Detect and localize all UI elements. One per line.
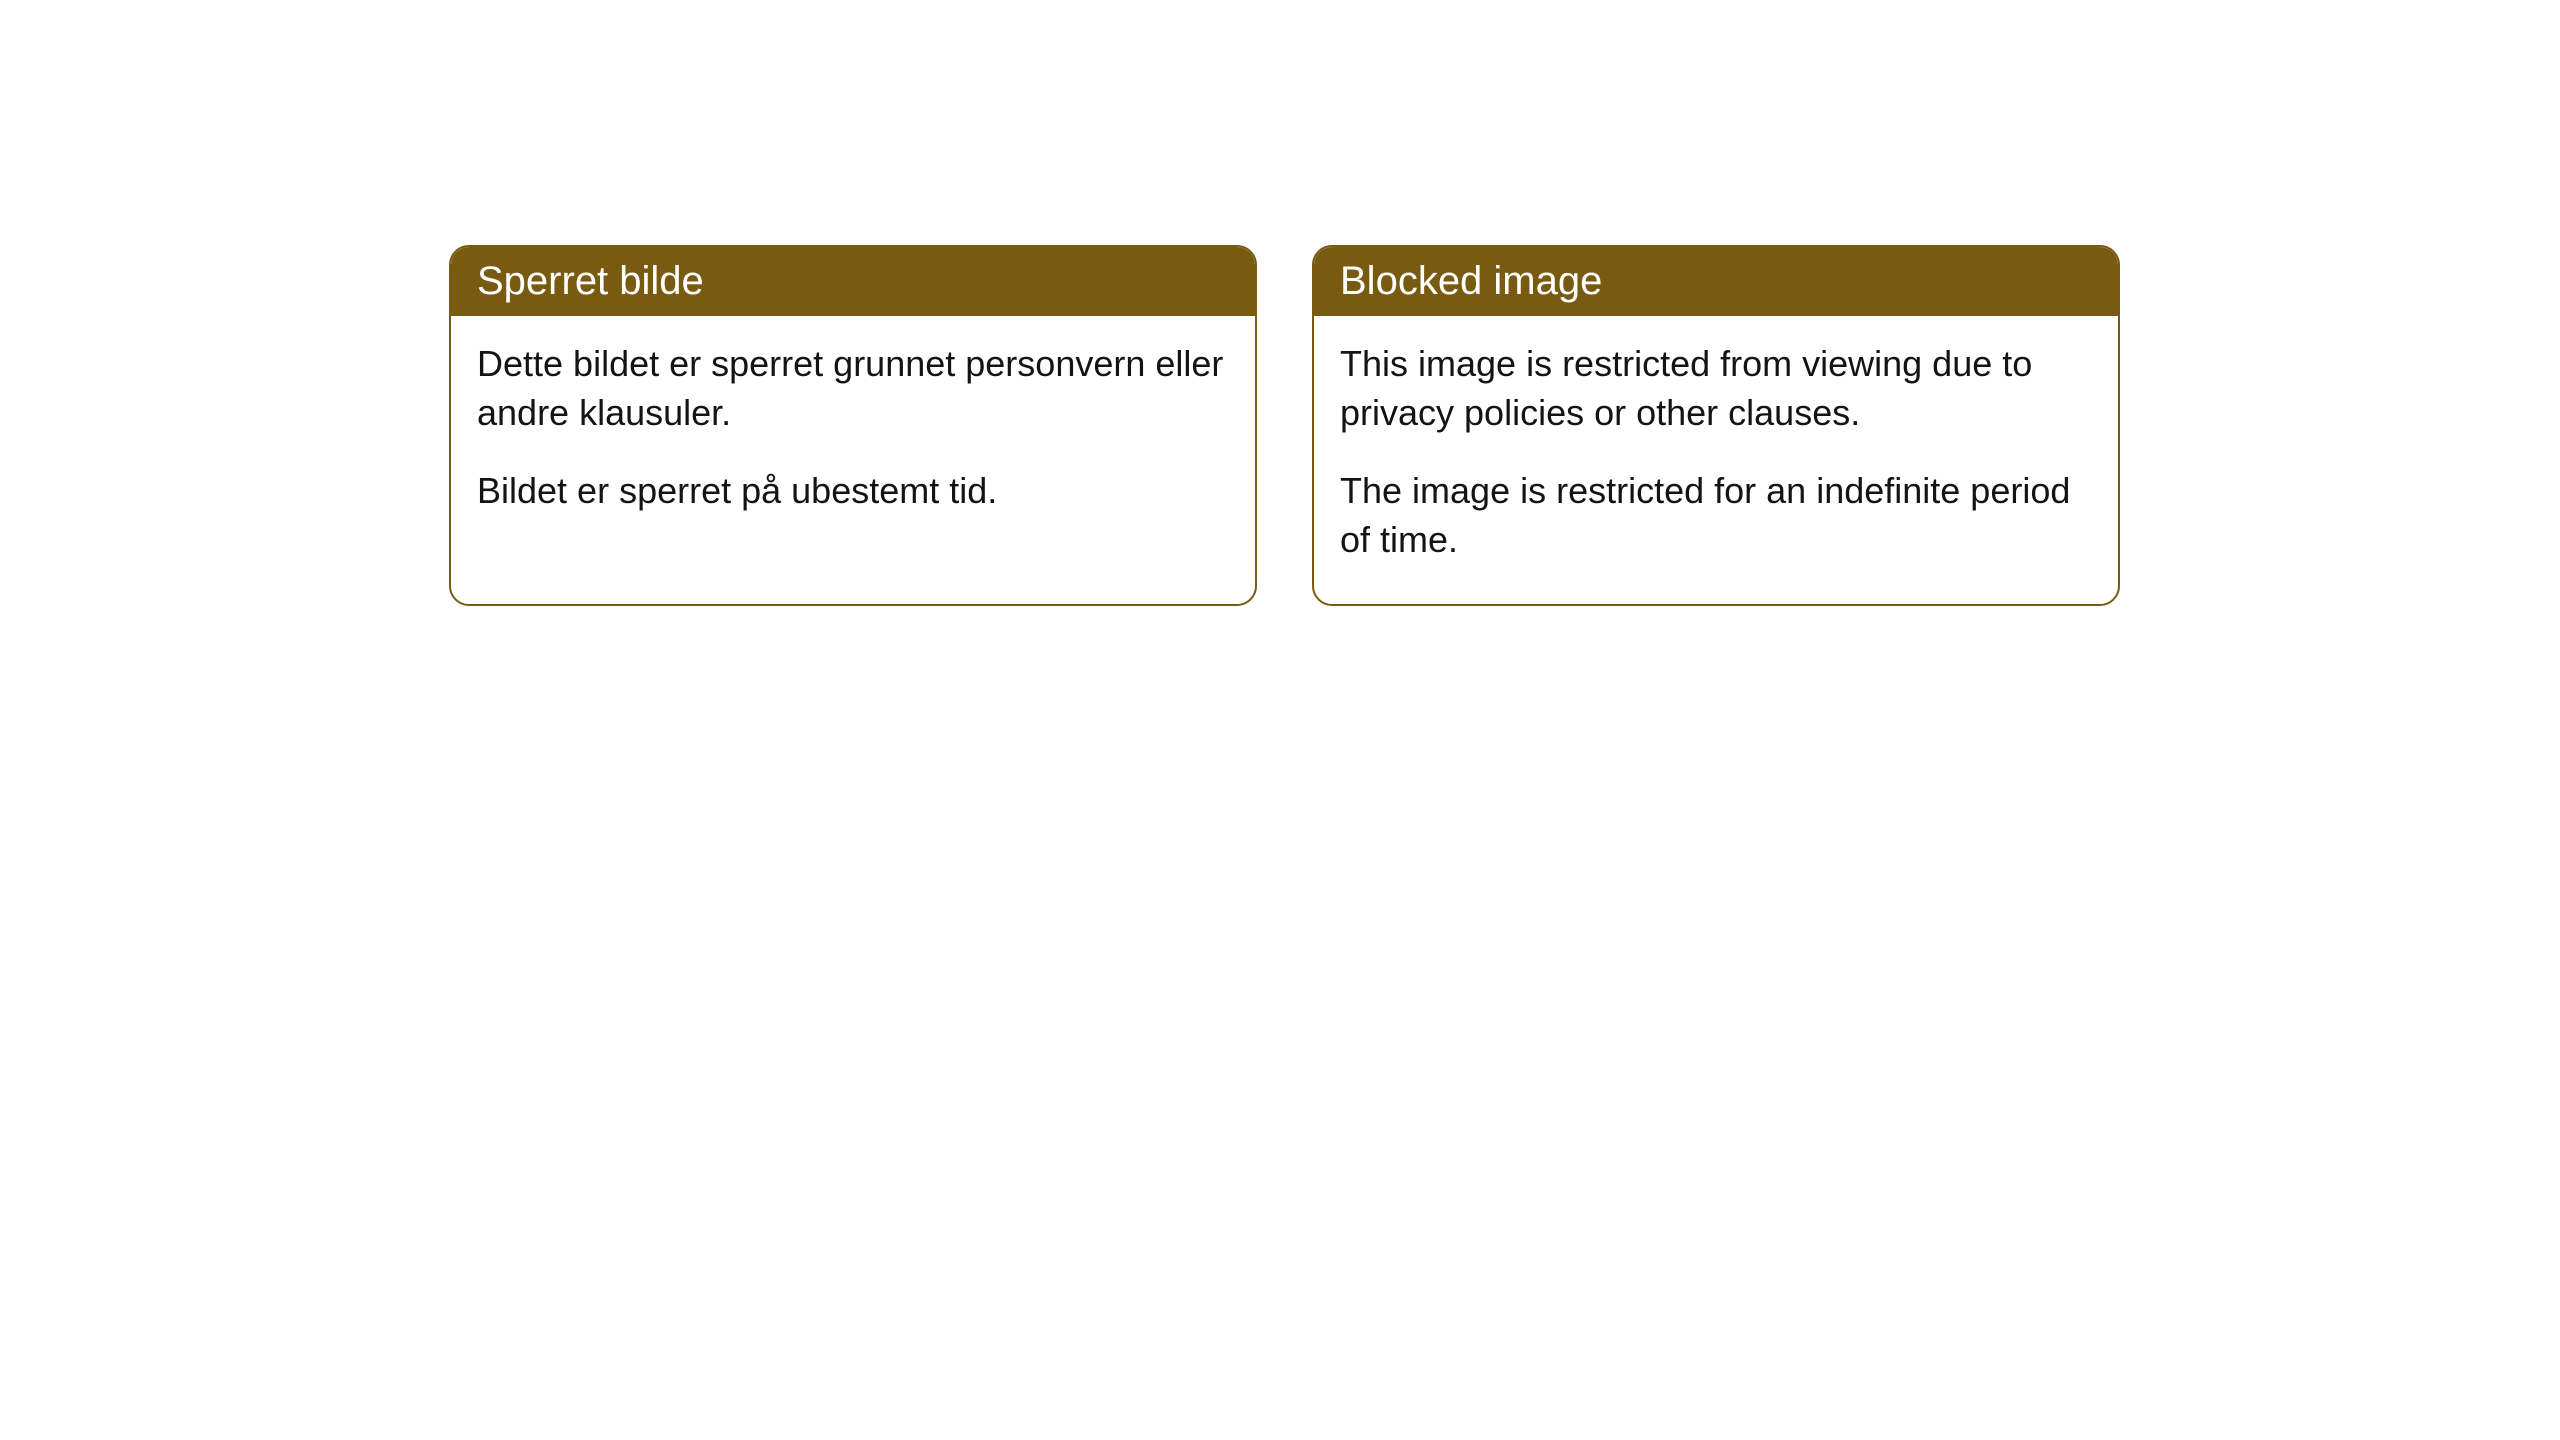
card-header-english: Blocked image [1314,247,2118,316]
card-paragraph-1: This image is restricted from viewing du… [1340,340,2092,437]
card-body-english: This image is restricted from viewing du… [1314,316,2118,604]
card-norwegian: Sperret bilde Dette bildet er sperret gr… [449,245,1257,606]
card-paragraph-2: The image is restricted for an indefinit… [1340,467,2092,564]
card-header-norwegian: Sperret bilde [451,247,1255,316]
card-english: Blocked image This image is restricted f… [1312,245,2120,606]
card-paragraph-1: Dette bildet er sperret grunnet personve… [477,340,1229,437]
card-body-norwegian: Dette bildet er sperret grunnet personve… [451,316,1255,556]
card-paragraph-2: Bildet er sperret på ubestemt tid. [477,467,1229,516]
cards-container: Sperret bilde Dette bildet er sperret gr… [0,0,2560,606]
